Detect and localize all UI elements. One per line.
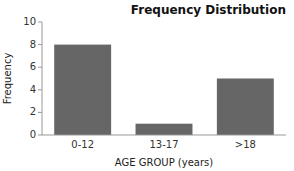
y-tick-label: 4: [30, 84, 36, 95]
bars: [54, 45, 274, 135]
y-tick-label: 8: [30, 39, 36, 50]
y-tick: [38, 22, 42, 23]
y-axis: [42, 22, 43, 135]
bar: [136, 124, 193, 135]
x-tick-label: 0-12: [71, 139, 94, 150]
bar: [54, 45, 111, 135]
background: [0, 0, 294, 171]
y-tick-label: 6: [30, 61, 36, 72]
x-tick-label: >18: [235, 139, 256, 150]
chart-container: 0 2 4 6 8 10 0-12 13-17 >18 AGE GROUP (years) Freq…: [0, 0, 294, 171]
y-tick: [38, 67, 42, 68]
x-axis-label: AGE GROUP (years): [115, 157, 213, 168]
y-tick: [38, 112, 42, 113]
y-tick-label: 2: [30, 106, 36, 117]
bar: [217, 79, 274, 136]
y-tick-label: 10: [23, 16, 36, 27]
y-tick: [38, 89, 42, 90]
title: Frequency Distribution: [131, 3, 286, 17]
y-tick: [38, 44, 42, 45]
chart: 0 2 4 6 8 10 0-12 13-17 >18 AGE GROUP (years) Freq…: [0, 0, 294, 171]
x-axis: [42, 135, 286, 136]
y-axis-label: Frequency: [2, 53, 13, 105]
y-tick: [38, 135, 42, 136]
x-tick-label: 13-17: [149, 139, 178, 150]
y-tick-label: 0: [30, 129, 36, 140]
